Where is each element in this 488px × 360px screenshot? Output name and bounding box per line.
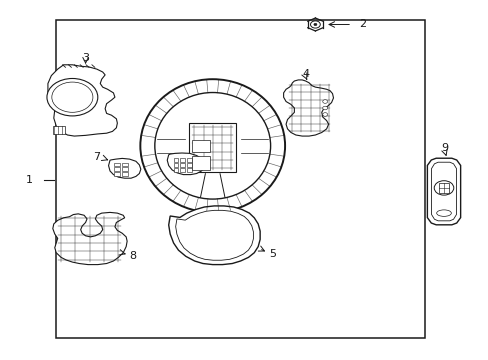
Bar	[122, 167, 127, 171]
Bar	[173, 158, 178, 162]
Bar	[173, 168, 178, 172]
Circle shape	[313, 23, 316, 26]
Polygon shape	[167, 153, 204, 175]
Text: 6: 6	[210, 156, 217, 166]
Ellipse shape	[140, 79, 285, 212]
Circle shape	[310, 21, 320, 28]
Bar	[187, 168, 192, 172]
Bar	[53, 126, 65, 134]
Bar	[187, 163, 192, 167]
Ellipse shape	[436, 210, 450, 216]
Circle shape	[322, 113, 327, 116]
Polygon shape	[283, 80, 333, 136]
Bar	[180, 168, 185, 172]
Bar	[187, 158, 192, 162]
Text: 1: 1	[26, 175, 33, 185]
Circle shape	[433, 181, 453, 195]
Bar	[180, 158, 185, 162]
Bar	[438, 183, 448, 193]
Bar	[191, 140, 209, 153]
Circle shape	[322, 100, 327, 103]
Bar	[114, 163, 120, 166]
Ellipse shape	[155, 93, 270, 199]
Bar	[122, 172, 127, 176]
Bar	[180, 163, 185, 167]
Circle shape	[52, 82, 93, 112]
Circle shape	[322, 106, 327, 110]
Text: 4: 4	[302, 69, 308, 79]
Polygon shape	[430, 162, 455, 221]
Text: 5: 5	[268, 249, 275, 259]
Text: 3: 3	[82, 53, 89, 63]
Text: 8: 8	[129, 251, 137, 261]
Text: 7: 7	[93, 152, 100, 162]
Polygon shape	[427, 158, 460, 225]
Bar	[122, 163, 127, 166]
Bar	[191, 156, 209, 170]
Bar	[56, 20, 425, 338]
Text: 2: 2	[359, 19, 366, 30]
Bar	[173, 163, 178, 167]
Text: 9: 9	[441, 143, 447, 153]
Polygon shape	[48, 65, 117, 136]
Bar	[114, 172, 120, 176]
Bar	[189, 123, 236, 172]
Polygon shape	[168, 206, 260, 265]
Polygon shape	[108, 158, 141, 178]
Polygon shape	[175, 210, 253, 260]
Circle shape	[47, 78, 98, 116]
Polygon shape	[53, 212, 127, 265]
Bar	[114, 167, 120, 171]
